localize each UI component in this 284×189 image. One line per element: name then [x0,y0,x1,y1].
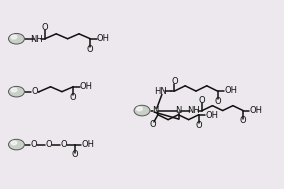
Text: O: O [199,96,206,105]
Text: O: O [87,45,94,54]
Text: O: O [30,140,37,149]
Text: OH: OH [97,34,110,43]
Circle shape [11,141,17,145]
Text: O: O [41,23,48,32]
Text: O: O [149,120,156,129]
Text: O: O [240,116,247,125]
Text: OH: OH [80,82,93,91]
Text: OH: OH [224,86,237,95]
Circle shape [9,86,24,97]
Text: N: N [175,106,181,115]
Circle shape [134,105,150,116]
Circle shape [11,35,17,39]
Text: HN: HN [154,87,167,96]
Text: O: O [45,140,52,149]
Circle shape [9,139,24,150]
Text: O: O [72,150,78,160]
Text: NH: NH [31,35,43,44]
Text: O: O [214,97,221,106]
Text: NH: NH [187,106,200,115]
Text: O: O [70,93,77,102]
Circle shape [137,107,142,111]
Circle shape [9,33,24,44]
Text: O: O [195,121,202,130]
Circle shape [11,88,17,92]
Text: O: O [31,87,38,96]
Text: OH: OH [206,111,219,120]
Text: OH: OH [82,140,95,149]
Text: OH: OH [250,106,263,115]
Text: O: O [60,140,67,149]
Text: N: N [153,106,159,115]
Text: O: O [171,77,178,86]
